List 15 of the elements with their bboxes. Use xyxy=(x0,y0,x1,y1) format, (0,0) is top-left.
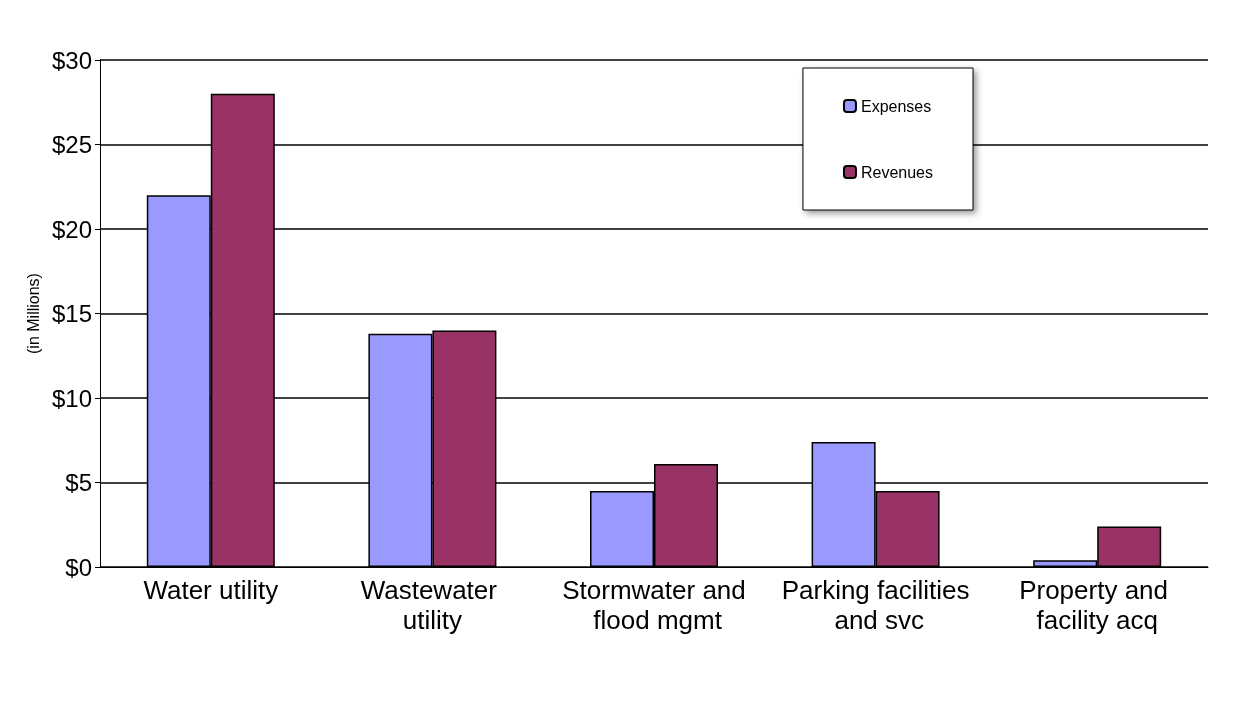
legend-label: Revenues xyxy=(860,163,933,181)
x-tick-label: Property and facility acq xyxy=(1019,575,1176,635)
y-tick-label: $25 xyxy=(51,131,92,158)
x-tick-label: Stormwater and flood mgmt xyxy=(562,575,746,635)
y-tick-label: $0 xyxy=(65,553,92,581)
legend-label: Expenses xyxy=(860,97,932,115)
x-tick-label: Water utility xyxy=(143,575,279,605)
y-axis-title: (in Millions) xyxy=(24,273,42,354)
x-tick-label: Parking facilities and svc xyxy=(781,575,970,635)
y-tick-label: $15 xyxy=(51,300,92,327)
y-tick-label: $20 xyxy=(51,215,92,243)
y-tick-label: $30 xyxy=(51,46,92,74)
y-tick-label: $10 xyxy=(51,384,92,412)
y-tick-label: $5 xyxy=(65,469,92,496)
x-tick-label: Wastewater utility xyxy=(360,575,505,635)
